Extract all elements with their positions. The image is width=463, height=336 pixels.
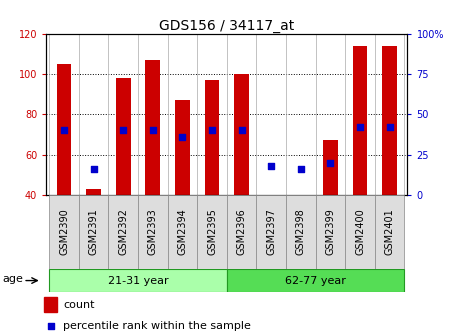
Text: GSM2390: GSM2390 <box>59 208 69 255</box>
Bar <box>49 269 227 292</box>
Point <box>47 324 55 329</box>
Title: GDS156 / 34117_at: GDS156 / 34117_at <box>159 18 294 33</box>
Bar <box>382 46 397 195</box>
Bar <box>316 195 345 269</box>
Bar <box>227 269 405 292</box>
Point <box>297 166 305 172</box>
Text: GSM2396: GSM2396 <box>237 208 247 255</box>
Text: GSM2398: GSM2398 <box>296 208 306 255</box>
Bar <box>345 195 375 269</box>
Point <box>238 128 245 133</box>
Bar <box>168 195 197 269</box>
Text: age: age <box>2 275 23 284</box>
Point <box>327 160 334 165</box>
Text: 21-31 year: 21-31 year <box>108 276 169 286</box>
Point <box>357 124 364 130</box>
Bar <box>86 189 101 195</box>
Point <box>60 128 68 133</box>
Bar <box>257 195 286 269</box>
Text: GSM2395: GSM2395 <box>207 208 217 255</box>
Point <box>386 124 394 130</box>
Point <box>119 128 127 133</box>
Point <box>208 128 216 133</box>
Bar <box>108 195 138 269</box>
Bar <box>197 195 227 269</box>
Text: count: count <box>63 300 94 309</box>
Bar <box>145 60 160 195</box>
Point <box>149 128 156 133</box>
Bar <box>44 297 57 312</box>
Bar <box>116 78 131 195</box>
Bar <box>286 195 316 269</box>
Bar <box>353 46 368 195</box>
Point <box>90 166 97 172</box>
Point <box>268 163 275 169</box>
Text: GSM2399: GSM2399 <box>325 208 336 255</box>
Text: GSM2401: GSM2401 <box>385 208 394 255</box>
Bar <box>234 74 249 195</box>
Bar <box>49 195 79 269</box>
Bar <box>138 195 168 269</box>
Text: GSM2393: GSM2393 <box>148 208 158 255</box>
Bar <box>56 64 71 195</box>
Text: GSM2397: GSM2397 <box>266 208 276 255</box>
Bar <box>175 100 190 195</box>
Text: GSM2391: GSM2391 <box>88 208 99 255</box>
Text: GSM2394: GSM2394 <box>177 208 188 255</box>
Bar <box>227 195 257 269</box>
Bar <box>323 140 338 195</box>
Text: GSM2400: GSM2400 <box>355 208 365 255</box>
Bar <box>205 80 219 195</box>
Text: 62-77 year: 62-77 year <box>285 276 346 286</box>
Text: GSM2392: GSM2392 <box>118 208 128 255</box>
Bar <box>79 195 108 269</box>
Text: percentile rank within the sample: percentile rank within the sample <box>63 322 251 331</box>
Point <box>179 134 186 139</box>
Bar <box>375 195 405 269</box>
